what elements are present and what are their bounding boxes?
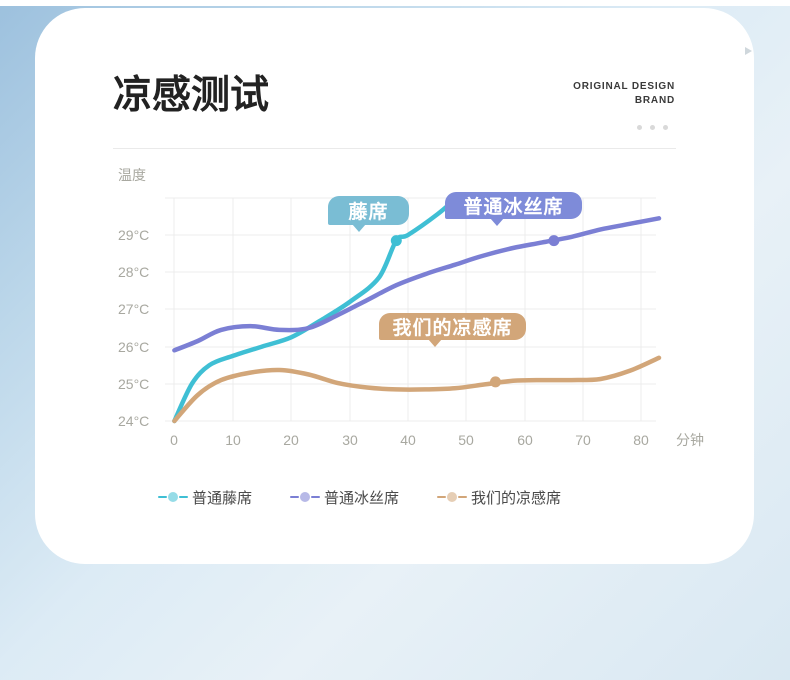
- svg-text:60: 60: [517, 432, 533, 448]
- svg-text:28°C: 28°C: [118, 264, 149, 280]
- svg-text:24°C: 24°C: [118, 413, 149, 429]
- svg-text:20: 20: [283, 432, 299, 448]
- svg-text:29°C: 29°C: [118, 227, 149, 243]
- svg-text:10: 10: [225, 432, 241, 448]
- svg-text:30: 30: [342, 432, 358, 448]
- svg-text:26°C: 26°C: [118, 339, 149, 355]
- svg-text:27°C: 27°C: [118, 301, 149, 317]
- svg-text:温度: 温度: [118, 167, 146, 183]
- svg-text:70: 70: [575, 432, 591, 448]
- svg-text:50: 50: [458, 432, 474, 448]
- svg-text:25°C: 25°C: [118, 376, 149, 392]
- svg-text:40: 40: [400, 432, 416, 448]
- svg-text:分钟: 分钟: [676, 432, 704, 448]
- svg-text:80: 80: [633, 432, 649, 448]
- svg-text:0: 0: [170, 432, 178, 448]
